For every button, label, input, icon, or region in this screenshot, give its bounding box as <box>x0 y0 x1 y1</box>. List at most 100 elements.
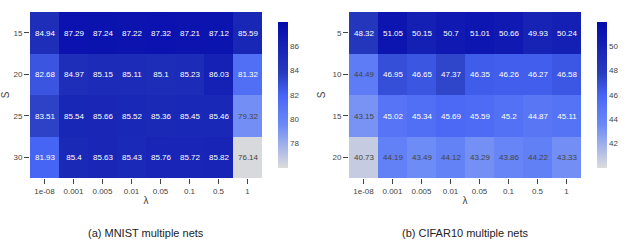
svg-text:0.001: 0.001 <box>382 187 403 196</box>
svg-text:85.63: 85.63 <box>93 153 114 162</box>
svg-text:85.15: 85.15 <box>93 70 114 79</box>
svg-text:85.66: 85.66 <box>93 112 114 121</box>
svg-text:48.32: 48.32 <box>354 29 375 38</box>
svg-text:85.76: 85.76 <box>151 153 172 162</box>
svg-text:46.65: 46.65 <box>412 70 433 79</box>
svg-text:85.72: 85.72 <box>180 153 201 162</box>
svg-text:0.1: 0.1 <box>503 187 515 196</box>
svg-text:(b) CIFAR10 multiple nets: (b) CIFAR10 multiple nets <box>402 227 528 239</box>
svg-text:50.7: 50.7 <box>443 29 459 38</box>
svg-text:81.32: 81.32 <box>238 70 259 79</box>
svg-text:85.82: 85.82 <box>209 153 230 162</box>
svg-text:15: 15 <box>13 29 22 38</box>
svg-text:0.01: 0.01 <box>443 187 459 196</box>
svg-text:79.32: 79.32 <box>238 112 259 121</box>
svg-text:45.69: 45.69 <box>441 112 462 121</box>
svg-text:45.02: 45.02 <box>383 112 404 121</box>
svg-text:44.19: 44.19 <box>383 153 404 162</box>
svg-text:87.12: 87.12 <box>209 29 230 38</box>
svg-text:76.14: 76.14 <box>238 153 259 162</box>
svg-text:43.15: 43.15 <box>354 112 375 121</box>
svg-text:85.52: 85.52 <box>122 112 143 121</box>
svg-text:42: 42 <box>609 139 618 148</box>
svg-text:45.34: 45.34 <box>412 112 433 121</box>
svg-text:85.54: 85.54 <box>64 112 85 121</box>
svg-text:45.2: 45.2 <box>501 112 517 121</box>
svg-text:46.35: 46.35 <box>470 70 491 79</box>
svg-text:0.005: 0.005 <box>411 187 432 196</box>
svg-text:15: 15 <box>332 112 341 121</box>
svg-text:85.36: 85.36 <box>151 112 172 121</box>
svg-text:λ: λ <box>463 195 468 206</box>
svg-text:83.51: 83.51 <box>35 112 56 121</box>
svg-text:43.33: 43.33 <box>557 153 578 162</box>
svg-text:0.5: 0.5 <box>532 187 544 196</box>
svg-text:85.11: 85.11 <box>122 70 142 79</box>
svg-text:44.12: 44.12 <box>441 153 462 162</box>
svg-text:44.22: 44.22 <box>528 153 549 162</box>
svg-text:85.59: 85.59 <box>238 29 259 38</box>
svg-text:40.73: 40.73 <box>354 153 375 162</box>
svg-text:85.45: 85.45 <box>180 112 201 121</box>
svg-text:84.94: 84.94 <box>35 29 56 38</box>
svg-text:1: 1 <box>564 187 569 196</box>
svg-text:87.22: 87.22 <box>122 29 143 38</box>
svg-text:47.37: 47.37 <box>441 70 462 79</box>
svg-text:87.29: 87.29 <box>64 29 85 38</box>
svg-text:1e-08: 1e-08 <box>34 187 55 196</box>
svg-text:46.27: 46.27 <box>528 70 549 79</box>
svg-text:46: 46 <box>609 91 618 100</box>
svg-text:50: 50 <box>609 42 618 51</box>
svg-text:λ: λ <box>144 195 149 206</box>
svg-text:25: 25 <box>13 112 22 121</box>
svg-text:51.01: 51.01 <box>470 29 491 38</box>
svg-text:50.66: 50.66 <box>499 29 520 38</box>
svg-text:44.87: 44.87 <box>528 112 549 121</box>
svg-text:45.11: 45.11 <box>557 112 577 121</box>
svg-text:87.21: 87.21 <box>180 29 201 38</box>
svg-text:82.68: 82.68 <box>35 70 56 79</box>
svg-text:44: 44 <box>609 115 618 124</box>
svg-text:86.03: 86.03 <box>209 70 230 79</box>
svg-text:20: 20 <box>332 153 341 162</box>
svg-text:46.58: 46.58 <box>557 70 578 79</box>
svg-text:1e-08: 1e-08 <box>353 187 374 196</box>
svg-text:0.005: 0.005 <box>92 187 113 196</box>
svg-text:10: 10 <box>332 70 341 79</box>
svg-text:87.32: 87.32 <box>151 29 172 38</box>
svg-text:85.4: 85.4 <box>66 153 82 162</box>
svg-text:85.46: 85.46 <box>209 112 230 121</box>
svg-text:43.86: 43.86 <box>499 153 520 162</box>
svg-text:43.49: 43.49 <box>412 153 433 162</box>
svg-text:5: 5 <box>337 29 342 38</box>
svg-text:50.15: 50.15 <box>412 29 433 38</box>
svg-text:80: 80 <box>290 115 299 124</box>
svg-text:85.1: 85.1 <box>153 70 169 79</box>
svg-text:S: S <box>316 91 327 98</box>
svg-text:81.93: 81.93 <box>35 153 56 162</box>
svg-text:48: 48 <box>609 66 618 75</box>
svg-text:49.93: 49.93 <box>528 29 549 38</box>
svg-text:20: 20 <box>13 70 22 79</box>
svg-text:46.26: 46.26 <box>499 70 520 79</box>
svg-text:84: 84 <box>290 66 299 75</box>
svg-text:43.29: 43.29 <box>470 153 491 162</box>
svg-text:0.001: 0.001 <box>63 187 84 196</box>
svg-text:51.05: 51.05 <box>383 29 404 38</box>
svg-text:84.97: 84.97 <box>64 70 85 79</box>
svg-text:82: 82 <box>290 91 299 100</box>
svg-text:0.01: 0.01 <box>124 187 140 196</box>
svg-text:44.49: 44.49 <box>354 70 375 79</box>
svg-text:0.1: 0.1 <box>184 187 196 196</box>
svg-text:85.43: 85.43 <box>122 153 143 162</box>
svg-text:86: 86 <box>290 42 299 51</box>
svg-text:30: 30 <box>13 153 22 162</box>
svg-text:45.59: 45.59 <box>470 112 491 121</box>
svg-text:85.23: 85.23 <box>180 70 201 79</box>
svg-text:0.5: 0.5 <box>213 187 225 196</box>
svg-text:78: 78 <box>290 139 299 148</box>
svg-text:S: S <box>0 91 11 98</box>
svg-text:0.05: 0.05 <box>153 187 169 196</box>
svg-text:0.05: 0.05 <box>472 187 488 196</box>
svg-text:(a) MNIST multiple nets: (a) MNIST multiple nets <box>88 227 204 239</box>
